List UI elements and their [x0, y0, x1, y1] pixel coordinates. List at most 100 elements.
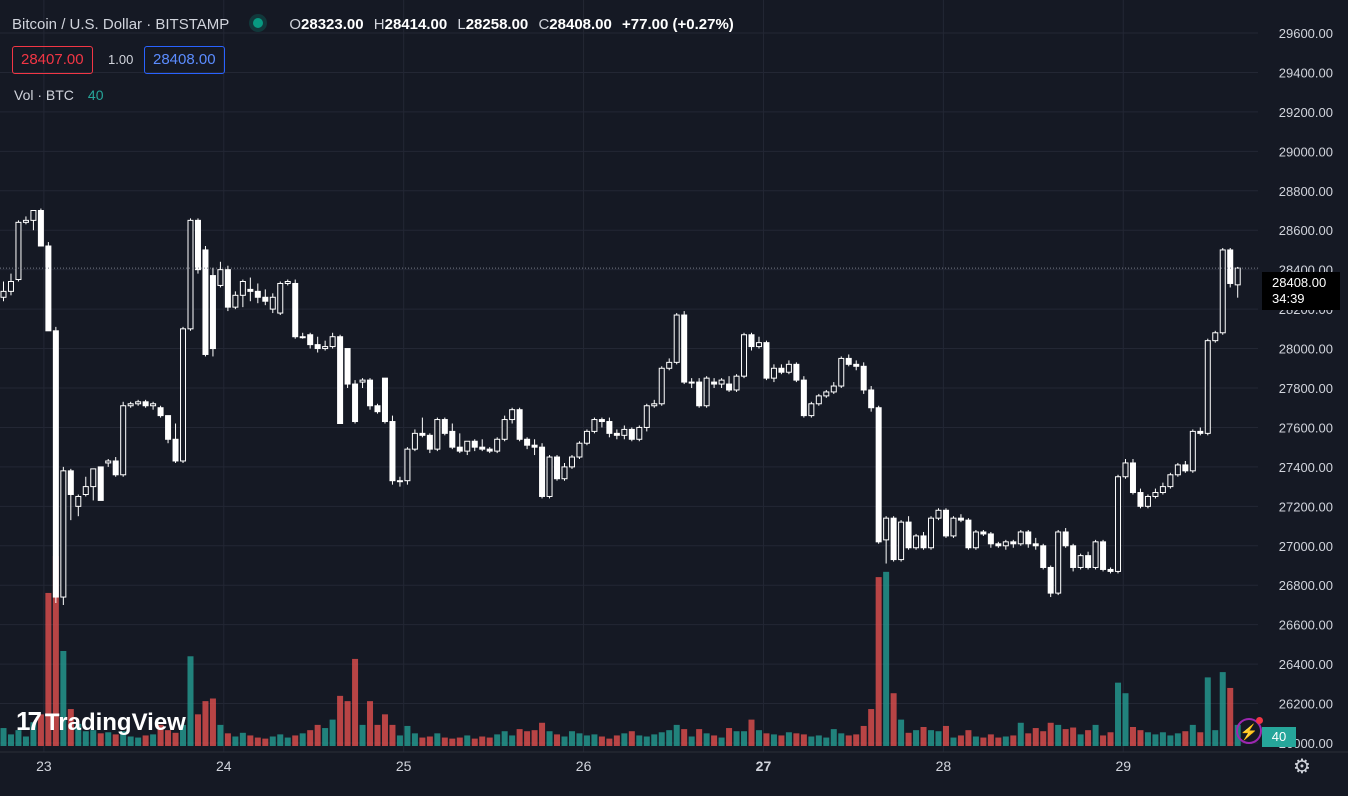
- volume-bar: [202, 701, 209, 746]
- volume-bar: [935, 731, 942, 746]
- candle: [501, 415, 508, 442]
- candle-body: [389, 421, 396, 482]
- volume-bar: [15, 730, 22, 746]
- candle-body: [987, 533, 994, 545]
- volume-bar: [516, 729, 523, 746]
- candle: [1167, 472, 1174, 489]
- candle-body: [322, 346, 329, 350]
- candle-body: [7, 281, 14, 292]
- candle-body: [1025, 531, 1032, 545]
- volume-bar: [299, 733, 306, 746]
- candle: [1085, 551, 1092, 570]
- candle: [591, 417, 598, 434]
- sell-button[interactable]: 28407.00: [12, 46, 93, 74]
- candle-body: [763, 342, 770, 379]
- volume-bar: [0, 728, 7, 746]
- high-label: H: [373, 16, 385, 33]
- candle-body: [180, 328, 187, 462]
- volume-bar: [254, 737, 261, 746]
- candle-body: [845, 357, 852, 365]
- volume-bar: [950, 737, 957, 746]
- candle-body: [292, 282, 299, 338]
- candle: [972, 530, 979, 550]
- candle: [995, 541, 1002, 548]
- volume-bar: [97, 733, 104, 746]
- volume-bar: [965, 730, 972, 746]
- bar-countdown: 34:39: [1272, 291, 1305, 306]
- candle: [1107, 567, 1114, 574]
- candle: [928, 516, 935, 550]
- candle-body: [359, 379, 366, 383]
- candle: [838, 356, 845, 388]
- buy-button[interactable]: 28408.00: [144, 46, 225, 74]
- candle-body: [247, 288, 254, 292]
- volume-bar: [1085, 730, 1092, 746]
- candle: [1025, 530, 1032, 548]
- lightning-icon[interactable]: ⚡: [1236, 717, 1263, 744]
- candle: [883, 516, 890, 564]
- candle: [269, 293, 276, 314]
- candle: [441, 417, 448, 436]
- volume-bar: [337, 695, 344, 746]
- candle: [277, 281, 284, 316]
- candle-body: [823, 391, 830, 397]
- volume-bar: [883, 571, 890, 746]
- candle-body: [112, 460, 119, 476]
- volume-legend[interactable]: Vol · BTC 40: [14, 87, 103, 103]
- candle-body: [928, 517, 935, 549]
- candle: [1017, 530, 1024, 546]
- candle: [898, 520, 905, 562]
- candle-body: [217, 269, 224, 286]
- candle: [105, 459, 112, 467]
- candle: [942, 508, 949, 538]
- candle-body: [643, 405, 650, 428]
- candle-body: [254, 290, 261, 298]
- time-axis[interactable]: 23 24 25 26 27 28 29: [36, 758, 1131, 774]
- candle: [299, 332, 306, 339]
- candle-body: [15, 221, 22, 281]
- candle-body: [381, 377, 388, 423]
- volume-bar: [37, 714, 44, 746]
- candle-body: [1219, 249, 1226, 334]
- candle-body: [269, 296, 276, 310]
- candle-body: [449, 430, 456, 448]
- candle-body: [980, 531, 987, 535]
- x-tick-label: 26: [576, 758, 592, 774]
- candle-body: [1115, 476, 1122, 572]
- candle: [636, 425, 643, 442]
- candle: [785, 360, 792, 375]
- candle-body: [1107, 568, 1114, 572]
- volume-bar: [770, 734, 777, 746]
- candle-body: [942, 509, 949, 537]
- candle: [965, 518, 972, 550]
- tradingview-logo[interactable]: 17 TradingView: [16, 706, 186, 737]
- volume-bar: [30, 722, 37, 746]
- volume-bar: [598, 736, 605, 746]
- candle-body: [486, 448, 493, 452]
- candle: [1189, 429, 1196, 473]
- symbol-title[interactable]: Bitcoin / U.S. Dollar · BITSTAMP: [12, 16, 229, 33]
- volume-bar: [651, 734, 658, 746]
- settings-gear-icon[interactable]: ⚙: [1293, 756, 1311, 778]
- volume-bar: [449, 738, 456, 746]
- candle: [426, 433, 433, 454]
- volume-bar: [434, 733, 441, 746]
- candle-body: [411, 432, 418, 450]
- high-value: 28414.00: [384, 16, 448, 33]
- candle: [853, 360, 860, 371]
- volume-bar: [606, 738, 613, 746]
- volume-bar: [546, 731, 553, 746]
- candle-body: [30, 210, 37, 221]
- volume-bar: [75, 723, 82, 746]
- volume-bar: [344, 701, 351, 746]
- candle: [568, 455, 575, 469]
- volume-bar: [1040, 731, 1047, 746]
- price-axis[interactable]: 29600.00 29400.00 29200.00 29000.00 28800.00…: [1279, 26, 1333, 751]
- candle: [613, 429, 620, 440]
- volume-bar: [292, 735, 299, 746]
- candle-body: [441, 419, 448, 434]
- volume-bar: [479, 736, 486, 746]
- volume-bar: [726, 728, 733, 746]
- market-status-dot-icon[interactable]: [253, 18, 264, 28]
